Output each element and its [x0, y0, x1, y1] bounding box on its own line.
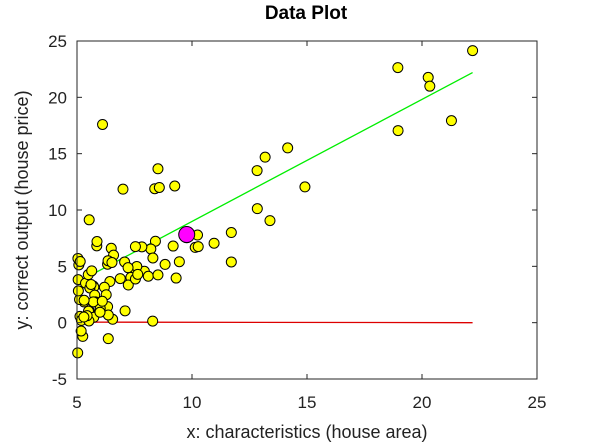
data-point [142, 270, 154, 282]
x-tick-label: 5 [72, 393, 81, 412]
x-tick-label: 25 [528, 393, 547, 412]
data-point [173, 256, 185, 268]
y-tick-label: 5 [58, 257, 67, 276]
data-point [119, 305, 131, 317]
plot-marks [72, 45, 479, 359]
data-point [251, 165, 263, 177]
data-point [129, 241, 141, 253]
y-tick-label: 15 [48, 145, 67, 164]
data-point [96, 295, 108, 307]
data-point [94, 306, 106, 318]
data-point [114, 273, 126, 285]
data-point [422, 71, 434, 83]
y-tick-label: 0 [58, 314, 67, 333]
data-point [78, 311, 90, 323]
y-axis-label: y: correct output (house price) [12, 90, 32, 329]
data-point [259, 151, 271, 163]
data-point [153, 181, 165, 193]
data-point [445, 115, 457, 127]
data-point [392, 125, 404, 137]
data-point [424, 80, 436, 92]
data-point [122, 279, 134, 291]
data-point [147, 252, 159, 264]
data-point [72, 347, 84, 359]
x-tick-label: 10 [183, 393, 202, 412]
data-point [78, 294, 90, 306]
data-point [145, 243, 157, 255]
data-point [225, 227, 237, 239]
data-point [147, 315, 159, 327]
highlight-point [178, 226, 196, 244]
data-point [251, 203, 263, 215]
data-point [97, 118, 109, 130]
y-tick-label: 10 [48, 201, 67, 220]
data-point [86, 265, 98, 277]
data-point [264, 215, 276, 227]
data-point [159, 258, 171, 270]
axes-box [76, 40, 538, 380]
data-point [169, 180, 181, 192]
data-point [91, 236, 103, 248]
data-point [192, 241, 204, 253]
y-tick-label: 25 [48, 32, 67, 51]
x-tick-label: 20 [413, 393, 432, 412]
data-point [85, 278, 97, 290]
baseline-line [77, 321, 473, 324]
data-point [392, 62, 404, 74]
data-point [75, 325, 87, 337]
data-point [152, 269, 164, 281]
data-point [282, 142, 294, 154]
data-point [72, 285, 84, 297]
data-point [117, 183, 129, 195]
data-point [102, 333, 114, 345]
data-point [132, 268, 144, 280]
data-point [208, 237, 220, 249]
x-axis-label: x: characteristics (house area) [186, 422, 427, 442]
data-point [299, 181, 311, 193]
x-tick-label: 15 [298, 393, 317, 412]
data-point [106, 257, 118, 269]
data-point [467, 45, 479, 57]
data-point [225, 256, 237, 268]
data-point [170, 272, 182, 284]
axis-ticks: 5 10 15 20 25 -5 0 5 10 15 20 25 [48, 32, 546, 412]
data-point [122, 262, 134, 274]
y-tick-label: -5 [52, 370, 67, 389]
data-point [167, 240, 179, 252]
data-point [83, 214, 95, 226]
y-tick-label: 20 [48, 88, 67, 107]
chart-title: Data Plot [265, 3, 348, 24]
data-point [152, 163, 164, 175]
